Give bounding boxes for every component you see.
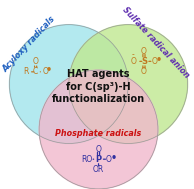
Circle shape <box>69 25 188 143</box>
Text: •: • <box>156 55 162 65</box>
Text: Sulfate radical anion: Sulfate radical anion <box>121 5 191 80</box>
Text: Phosphate radicals: Phosphate radicals <box>55 129 142 138</box>
Circle shape <box>39 70 158 189</box>
Text: P: P <box>95 155 102 164</box>
Text: HAT agents
for C(sp³)-H
functionalization: HAT agents for C(sp³)-H functionalizatio… <box>52 69 145 105</box>
Text: O: O <box>152 57 158 66</box>
Text: O: O <box>130 57 136 66</box>
Text: O: O <box>42 67 48 76</box>
Text: O: O <box>141 67 147 76</box>
Text: O: O <box>33 57 39 66</box>
Text: OR: OR <box>93 165 104 174</box>
Text: C: C <box>33 67 38 76</box>
Text: RO: RO <box>81 155 92 164</box>
Text: •: • <box>110 153 116 163</box>
Text: O: O <box>106 155 112 164</box>
Text: O: O <box>141 47 147 56</box>
Text: S: S <box>141 57 147 66</box>
Text: Acyloxy radicals: Acyloxy radicals <box>1 14 57 74</box>
Text: -: - <box>132 51 135 60</box>
Text: •: • <box>45 65 51 75</box>
Text: R: R <box>23 67 29 76</box>
Text: O: O <box>96 145 101 154</box>
Circle shape <box>10 25 128 143</box>
